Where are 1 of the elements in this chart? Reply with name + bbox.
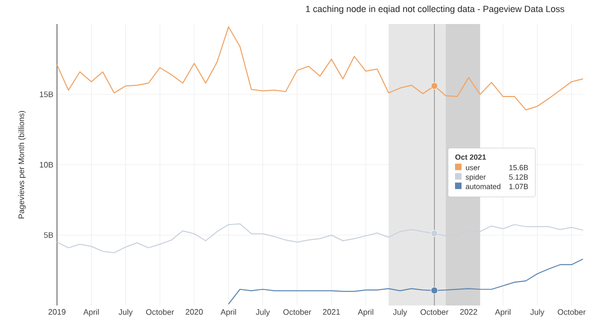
chart-title: 1 caching node in eqiad not collecting data - Pageview Data Loss [306, 6, 564, 14]
